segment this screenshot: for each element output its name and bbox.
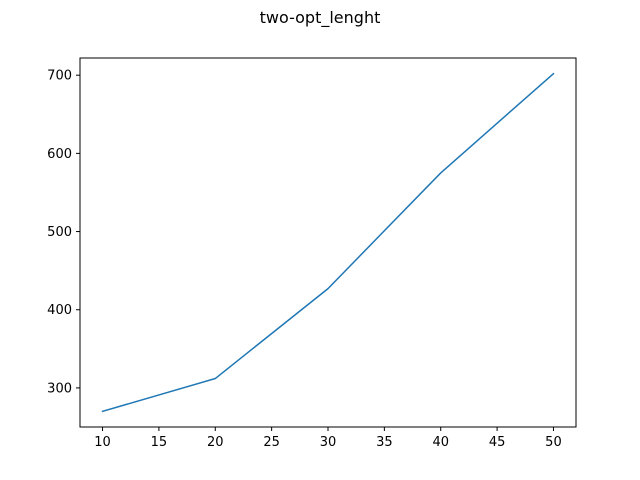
y-tick-label: 400: [47, 303, 72, 318]
x-tick-label: 30: [320, 435, 337, 450]
y-tick-label: 700: [47, 69, 72, 84]
x-tick-label: 20: [207, 435, 224, 450]
x-tick-label: 40: [432, 435, 449, 450]
y-tick-label: 500: [47, 225, 72, 240]
x-tick-label: 35: [376, 435, 393, 450]
plot-area-frame: [79, 57, 577, 428]
x-tick-label: 15: [151, 435, 168, 450]
x-tick-label: 50: [545, 435, 562, 450]
series-line: [101, 72, 555, 413]
series-layer: [101, 72, 555, 413]
x-tick-label: 45: [489, 435, 506, 450]
y-tick-label: 600: [47, 147, 72, 162]
y-axis: 300 400 500 600 700: [47, 69, 80, 396]
x-tick-label: 10: [94, 435, 111, 450]
y-tick-label: 300: [47, 381, 72, 396]
x-axis: 10 15 20 25 30 35 40 45 50: [94, 427, 562, 450]
x-tick-label: 25: [263, 435, 280, 450]
chart-title: two-opt_lenght: [259, 8, 381, 27]
